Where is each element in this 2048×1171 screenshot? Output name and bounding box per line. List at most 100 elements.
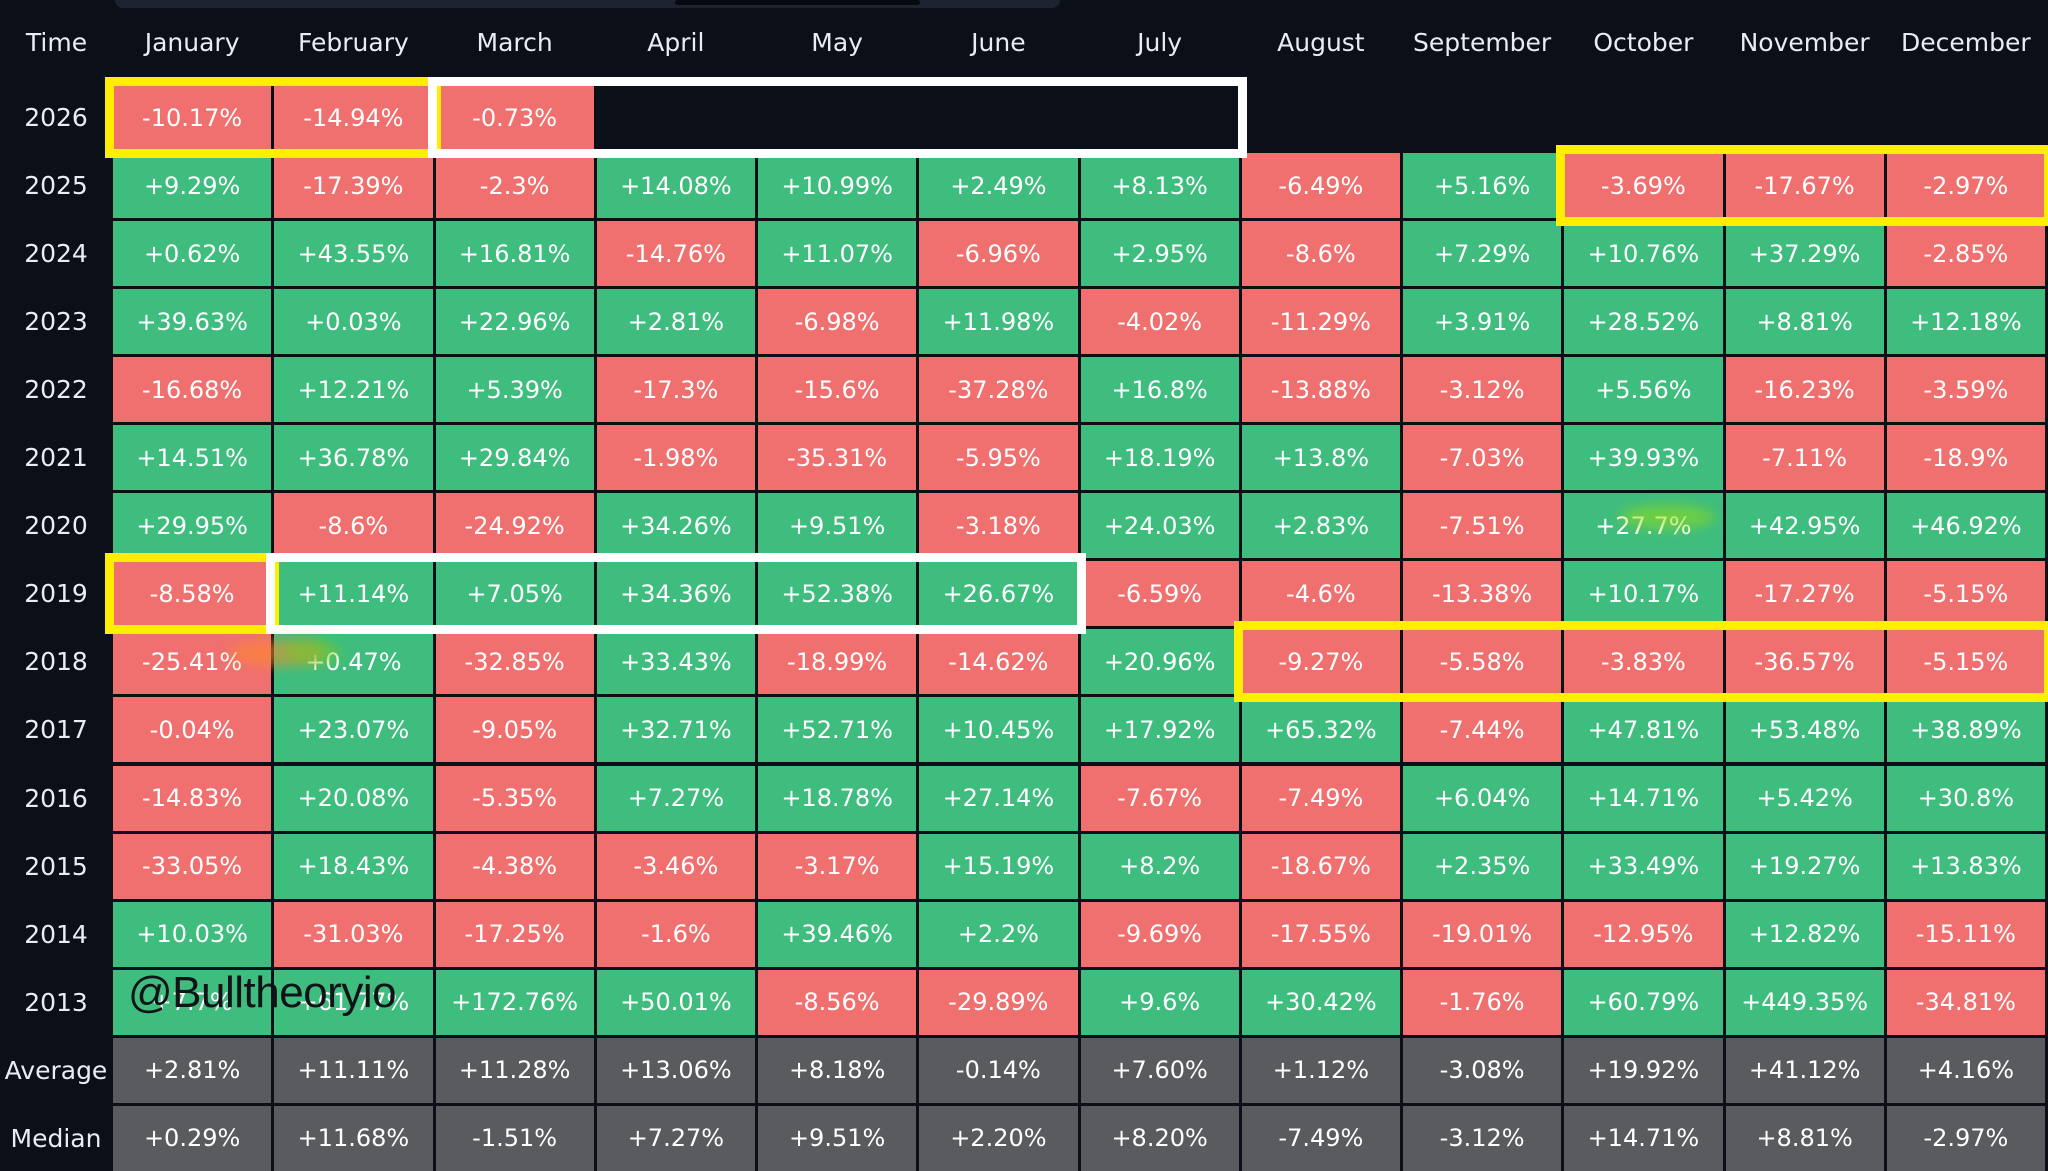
cell-average-august: +1.12% (1241, 1037, 1400, 1103)
cell-median-march: -1.51% (435, 1105, 594, 1171)
cell-2026-march: -0.73% (435, 85, 594, 151)
row-label-2026: 2026 (24, 103, 88, 133)
cell-average-december: +4.16% (1886, 1037, 2045, 1103)
top-scrollbar-thumb[interactable] (675, 0, 920, 5)
cell-2017-november: +53.48% (1725, 697, 1884, 763)
cell-2018-july: +20.96% (1080, 629, 1239, 695)
cell-2016-april: +7.27% (596, 765, 755, 831)
cell-2017-august: +65.32% (1241, 697, 1400, 763)
cell-2019-july: -6.59% (1080, 561, 1239, 627)
cell-2015-january: -33.05% (113, 833, 272, 899)
cell-2019-january: -8.58% (113, 561, 272, 627)
cell-2024-august: -8.6% (1241, 221, 1400, 287)
cell-2014-december: -15.11% (1886, 901, 2045, 967)
cell-2013-september: -1.76% (1403, 969, 1562, 1035)
header-july: July (1137, 28, 1183, 57)
cell-2021-november: -7.11% (1725, 425, 1884, 491)
cell-2017-june: +10.45% (919, 697, 1078, 763)
cell-2021-august: +13.8% (1241, 425, 1400, 491)
cell-2019-april: +34.36% (596, 561, 755, 627)
cell-2026-january: -10.17% (113, 85, 272, 151)
cell-average-september: -3.08% (1403, 1037, 1562, 1103)
cell-2015-february: +18.43% (274, 833, 433, 899)
cell-2015-july: +8.2% (1080, 833, 1239, 899)
row-label-2020: 2020 (24, 511, 88, 541)
cell-2013-january: +7.7% (113, 969, 272, 1035)
cell-2024-september: +7.29% (1403, 221, 1562, 287)
cell-2021-october: +39.93% (1564, 425, 1723, 491)
cell-2024-march: +16.81% (435, 221, 594, 287)
header-may: May (811, 28, 863, 57)
cell-2013-april: +50.01% (596, 969, 755, 1035)
cell-2020-january: +29.95% (113, 493, 272, 559)
header-time: Time (25, 28, 88, 57)
header-september: September (1413, 28, 1552, 57)
cell-2021-june: -5.95% (919, 425, 1078, 491)
cell-2014-july: -9.69% (1080, 901, 1239, 967)
cell-2018-april: +33.43% (596, 629, 755, 695)
cell-2024-october: +10.76% (1564, 221, 1723, 287)
cell-2018-december: -5.15% (1886, 629, 2045, 695)
cell-2018-february: +0.47% (274, 629, 433, 695)
cell-2018-may: -18.99% (758, 629, 917, 695)
cell-2023-june: +11.98% (919, 289, 1078, 355)
cell-2020-june: -3.18% (919, 493, 1078, 559)
cell-2016-february: +20.08% (274, 765, 433, 831)
cell-2017-january: -0.04% (113, 697, 272, 763)
cell-2014-june: +2.2% (919, 901, 1078, 967)
header-october: October (1593, 28, 1694, 57)
cell-2022-june: -37.28% (919, 357, 1078, 423)
cell-2022-may: -15.6% (758, 357, 917, 423)
cell-2018-june: -14.62% (919, 629, 1078, 695)
row-label-2018: 2018 (24, 647, 88, 677)
cell-2013-october: +60.79% (1564, 969, 1723, 1035)
cell-2020-september: -7.51% (1403, 493, 1562, 559)
row-label-average: Average (4, 1055, 108, 1085)
cell-median-february: +11.68% (274, 1105, 433, 1171)
cell-2018-november: -36.57% (1725, 629, 1884, 695)
header-march: March (476, 28, 553, 57)
cell-2022-december: -3.59% (1886, 357, 2045, 423)
cell-2020-july: +24.03% (1080, 493, 1239, 559)
cell-2013-august: +30.42% (1241, 969, 1400, 1035)
row-label-2016: 2016 (24, 783, 88, 813)
cell-2017-april: +32.71% (596, 697, 755, 763)
cell-average-april: +13.06% (596, 1037, 755, 1103)
row-label-2015: 2015 (24, 851, 88, 881)
row-label-median: Median (10, 1123, 102, 1153)
cell-2024-april: -14.76% (596, 221, 755, 287)
cell-2025-september: +5.16% (1403, 153, 1562, 219)
cell-2021-february: +36.78% (274, 425, 433, 491)
top-scrollbar[interactable] (115, 0, 1060, 8)
watermark: @Bulltheoryio (128, 968, 397, 1017)
cell-2016-october: +14.71% (1564, 765, 1723, 831)
cell-average-may: +8.18% (758, 1037, 917, 1103)
cell-2019-june: +26.67% (919, 561, 1078, 627)
cell-median-april: +7.27% (596, 1105, 755, 1171)
cell-2022-september: -3.12% (1403, 357, 1562, 423)
cell-median-may: +9.51% (758, 1105, 917, 1171)
cell-median-july: +8.20% (1080, 1105, 1239, 1171)
cell-2024-may: +11.07% (758, 221, 917, 287)
cell-2023-february: +0.03% (274, 289, 433, 355)
row-label-2022: 2022 (24, 375, 88, 405)
cell-median-november: +8.81% (1725, 1105, 1884, 1171)
cell-2013-december: -34.81% (1886, 969, 2045, 1035)
cell-2019-february: +11.14% (274, 561, 433, 627)
cell-2014-august: -17.55% (1241, 901, 1400, 967)
cell-2021-may: -35.31% (758, 425, 917, 491)
cell-2019-may: +52.38% (758, 561, 917, 627)
row-label-2021: 2021 (24, 443, 88, 473)
cell-2023-july: -4.02% (1080, 289, 1239, 355)
cell-2015-june: +15.19% (919, 833, 1078, 899)
cell-2025-october: -3.69% (1564, 153, 1723, 219)
cell-2017-march: -9.05% (435, 697, 594, 763)
cell-2016-june: +27.14% (919, 765, 1078, 831)
cell-2022-january: -16.68% (113, 357, 272, 423)
cell-2016-december: +30.8% (1886, 765, 2045, 831)
cell-2025-march: -2.3% (435, 153, 594, 219)
cell-median-august: -7.49% (1241, 1105, 1400, 1171)
cell-median-january: +0.29% (113, 1105, 272, 1171)
cell-2014-september: -19.01% (1403, 901, 1562, 967)
row-label-2025: 2025 (24, 171, 88, 201)
